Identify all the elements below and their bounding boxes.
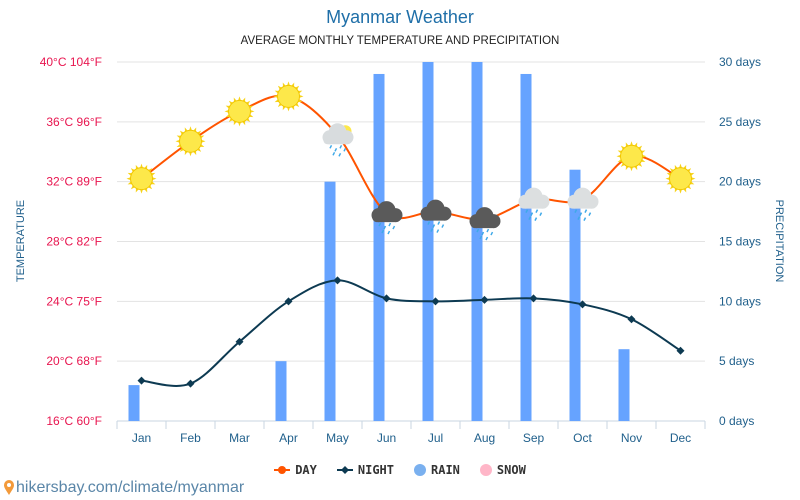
night-point xyxy=(627,315,636,324)
left-tick-label: 32°C 89°F xyxy=(46,175,102,189)
legend-night-label: NIGHT xyxy=(357,463,394,477)
right-tick-label: 0 days xyxy=(719,414,754,428)
rain-bar xyxy=(275,361,287,421)
night-point xyxy=(284,297,293,306)
rain-bar xyxy=(128,385,140,421)
x-tick-label: Oct xyxy=(573,431,592,445)
location-pin-icon xyxy=(4,480,14,495)
x-tick-label: Sep xyxy=(523,431,545,445)
night-point xyxy=(480,295,489,304)
legend-day-label: DAY xyxy=(295,463,317,477)
sun-icon xyxy=(665,163,696,194)
night-point xyxy=(137,376,146,385)
x-tick-label: Jan xyxy=(132,431,151,445)
day-marker-icon xyxy=(274,466,291,474)
source-link-text: hikersbay.com/climate/myanmar xyxy=(16,479,245,496)
night-point xyxy=(382,294,391,303)
heavy-rain-icon xyxy=(469,207,501,241)
right-tick-label: 15 days xyxy=(719,235,761,249)
night-point xyxy=(676,346,685,355)
x-tick-label: Mar xyxy=(229,431,250,445)
y-axis-right-label: PRECIPITATION xyxy=(773,200,785,283)
legend-snow-label: SNOW xyxy=(496,463,526,477)
sun-icon xyxy=(273,81,304,112)
right-tick-label: 25 days xyxy=(719,115,761,129)
rain-dot-icon xyxy=(414,464,426,476)
sun-icon xyxy=(126,163,157,194)
x-tick-label: Nov xyxy=(621,431,642,445)
legend-rain[interactable]: RAIN xyxy=(414,463,460,477)
day-line xyxy=(140,94,681,221)
left-tick-label: 28°C 82°F xyxy=(46,235,102,249)
x-tick-label: Jul xyxy=(428,431,443,445)
rain-bar xyxy=(520,73,532,421)
rain-bar xyxy=(324,181,336,421)
left-tick-label: 20°C 68°F xyxy=(46,354,102,368)
sun-cloud-rain-icon xyxy=(322,123,354,157)
legend-day[interactable]: DAY xyxy=(274,463,317,477)
x-tick-label: Feb xyxy=(180,431,201,445)
legend-night[interactable]: NIGHT xyxy=(336,463,394,477)
night-point xyxy=(235,337,244,346)
left-tick-label: 24°C 75°F xyxy=(46,294,102,308)
cloud-rain-icon xyxy=(567,187,599,221)
x-tick-label: Apr xyxy=(279,431,298,445)
sun-icon xyxy=(224,96,255,127)
source-link[interactable]: hikersbay.com/climate/myanmar xyxy=(4,479,244,497)
night-point xyxy=(578,300,587,309)
x-tick-label: Jun xyxy=(377,431,396,445)
sun-icon xyxy=(616,141,647,172)
night-point xyxy=(333,276,342,285)
chart-subtitle: AVERAGE MONTHLY TEMPERATURE AND PRECIPIT… xyxy=(240,35,560,47)
night-point xyxy=(431,297,440,306)
y-axis-left-label: TEMPERATURE xyxy=(15,200,27,282)
rain-bar xyxy=(471,62,483,421)
rain-bar xyxy=(373,73,385,421)
rain-bar xyxy=(422,62,434,421)
left-tick-label: 40°C 104°F xyxy=(40,55,102,69)
right-tick-label: 10 days xyxy=(719,294,761,308)
sun-icon xyxy=(175,126,206,157)
rain-bar xyxy=(569,169,581,421)
legend: DAY NIGHT RAIN SNOW xyxy=(0,463,800,477)
x-tick-label: Dec xyxy=(670,431,691,445)
right-tick-label: 20 days xyxy=(719,175,761,189)
night-marker-icon xyxy=(336,466,353,474)
night-point xyxy=(186,379,195,388)
snow-dot-icon xyxy=(479,464,492,476)
right-tick-label: 5 days xyxy=(719,354,754,368)
night-line xyxy=(141,279,682,387)
cloud-rain-icon xyxy=(518,187,550,221)
left-tick-label: 16°C 60°F xyxy=(46,414,102,428)
x-tick-label: May xyxy=(326,431,349,445)
night-point xyxy=(529,294,538,303)
legend-rain-label: RAIN xyxy=(431,463,460,477)
x-tick-label: Aug xyxy=(474,431,495,445)
legend-snow[interactable]: SNOW xyxy=(479,463,526,477)
heavy-rain-icon xyxy=(420,199,452,233)
rain-bar xyxy=(618,349,630,421)
heavy-rain-icon xyxy=(371,201,403,235)
right-tick-label: 30 days xyxy=(719,55,761,69)
left-tick-label: 36°C 96°F xyxy=(46,115,102,129)
chart-title: Myanmar Weather xyxy=(326,7,474,27)
